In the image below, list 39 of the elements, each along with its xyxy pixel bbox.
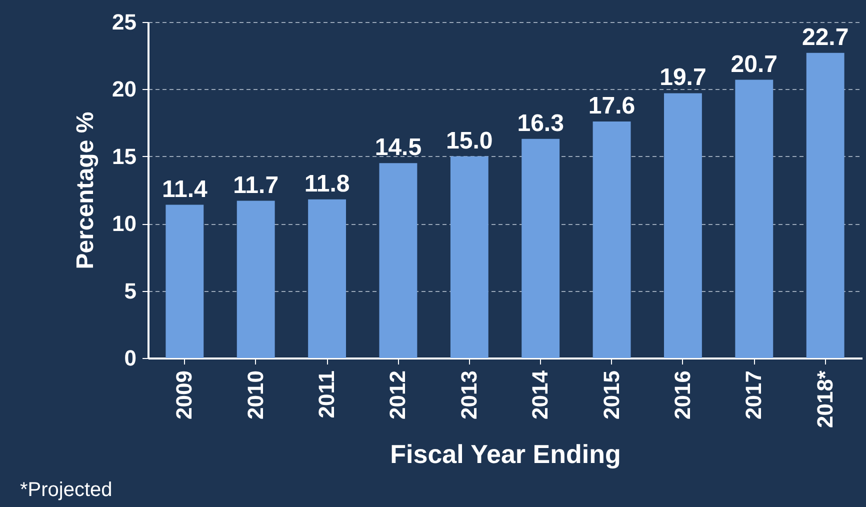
- data-label: 14.5: [374, 134, 422, 162]
- data-label: 11.4: [162, 176, 208, 203]
- x-tick-label: 2015: [598, 370, 624, 420]
- data-label: 16.3: [517, 110, 564, 137]
- x-tick-label: 2013: [456, 370, 482, 420]
- y-tick-label: 0: [124, 346, 136, 370]
- y-tick-label: 5: [124, 278, 136, 304]
- y-tick-label: 25: [112, 10, 136, 34]
- data-label: 15.0: [446, 127, 493, 154]
- x-axis-title: Fiscal Year Ending: [390, 439, 621, 470]
- x-tick-label: 2012: [385, 370, 410, 420]
- bar: [379, 163, 418, 358]
- data-label: 19.7: [660, 64, 706, 92]
- data-label: 20.7: [730, 50, 778, 78]
- x-tick-label: 2009: [172, 370, 197, 420]
- data-label: 22.7: [802, 24, 849, 51]
- data-label: 17.6: [588, 92, 636, 120]
- bar: [308, 199, 346, 358]
- x-tick-label: 2018*: [812, 370, 838, 428]
- x-tick-label: 2014: [528, 370, 553, 420]
- bar: [664, 93, 702, 358]
- x-tick-label: 2017: [741, 370, 766, 420]
- y-tick-label: 15: [112, 144, 136, 169]
- bar: [236, 200, 275, 358]
- x-tick-label: 2016: [670, 370, 695, 420]
- text: *Projected: [20, 479, 112, 501]
- y-tick-label: 20: [112, 76, 136, 102]
- bar: [450, 156, 488, 358]
- bar: [522, 138, 560, 358]
- bar: [592, 121, 631, 358]
- x-tick-label: 2010: [242, 370, 268, 420]
- y-tick-label: 10: [112, 211, 136, 236]
- bar: [806, 52, 844, 358]
- bar: [735, 80, 774, 358]
- data-label: 11.7: [233, 172, 279, 199]
- x-tick-label: 2011: [314, 370, 340, 418]
- data-label: 11.8: [304, 170, 350, 198]
- bar: [166, 204, 204, 358]
- y-axis-title: Percentage %: [72, 112, 100, 270]
